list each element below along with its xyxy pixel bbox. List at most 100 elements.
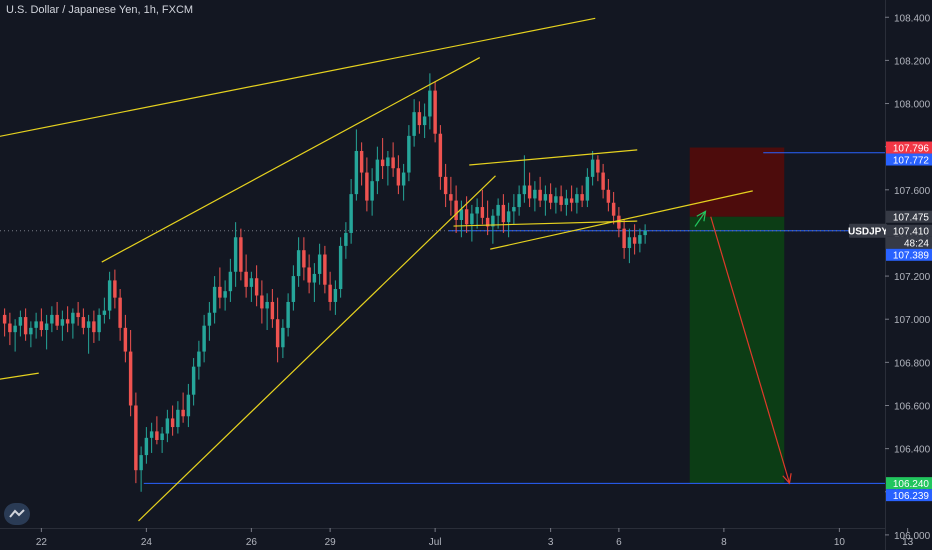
candle-down [55,301,59,330]
take-profit-zone [689,216,785,484]
candle-up [506,202,511,238]
candle-down [601,163,605,199]
candle-up [44,314,49,350]
candle-body [2,314,7,324]
candle-body [92,321,96,333]
candle-body [23,317,28,335]
candle-body [454,200,458,220]
candle-up [354,129,359,201]
candle-down [569,185,574,212]
candle-body [291,276,296,302]
candle-up [512,194,516,225]
candle-up [228,258,233,302]
candle-down [391,142,395,177]
candle-body [569,198,574,203]
candle-down [76,301,80,326]
candle-body [543,194,548,201]
candle-body [380,159,385,167]
candle-down [181,392,185,423]
time-tick-label: 8 [721,537,727,548]
candle-up [202,314,206,363]
candle-body [627,237,632,249]
candle-body [606,189,611,203]
plot-area [0,17,885,522]
candle-body [265,301,269,309]
candle-up [71,308,75,339]
price-tick-label: 107.000 [894,315,931,326]
candle-up [296,237,301,287]
candle-down [2,308,7,337]
candle-body [459,209,464,220]
candle-down [323,245,327,294]
candle-body [575,194,579,203]
candle-up [575,187,579,214]
candle-up [149,422,154,453]
candle-body [401,172,406,186]
candle-body [165,418,170,434]
candle-down [239,228,243,281]
candle-body [239,237,243,272]
price-axis-tag [886,224,932,237]
candle-body [233,237,238,272]
candle-body [207,312,212,326]
price-tick-label: 108.400 [894,13,931,24]
candle-body [170,418,175,428]
candle-down [260,280,264,324]
candle-body [139,455,143,471]
candle-body [144,437,149,456]
candle-down [485,200,490,236]
candle-down [480,189,485,225]
candle-body [438,133,443,177]
candle-down [254,265,259,307]
candle-down [23,308,28,341]
price-axis-tag [886,248,932,261]
candle-body [202,325,206,352]
candle-up [265,293,269,330]
candle-body [128,351,133,406]
trendline [138,175,496,522]
candle-body [638,235,642,244]
candle-body [71,312,75,324]
price-tick-label: 107.200 [894,272,931,283]
candle-down [118,289,122,341]
candle-body [559,196,563,205]
candle-body [333,289,338,302]
candle-body [155,431,159,440]
candle-body [491,215,495,227]
candle-body [34,321,38,328]
candle-up [428,73,432,130]
candle-body [302,250,306,268]
candle-up [223,280,227,311]
candle-up [459,200,464,238]
candle-body [13,325,17,333]
candle-body [312,273,317,283]
candle-up [370,168,374,216]
price-tick-label: 106.400 [894,445,931,456]
candle-body [160,433,164,440]
candle-body [359,150,364,173]
price-axis-tag-label: 107.772 [893,155,930,166]
symbol-price-tag-label: USDJPY [848,226,888,237]
price-tick-label: 107.600 [894,186,931,197]
price-tick-label: 106.600 [894,401,931,412]
candle-up [291,265,296,311]
candle-up [60,310,65,341]
time-tick-label: 24 [141,537,153,548]
candle-down [438,125,443,190]
candle-up [344,222,348,259]
candle-up [590,150,595,186]
candle-up [160,427,164,453]
candle-body [522,185,527,195]
candle-body [29,327,33,335]
candle-body [254,278,259,296]
candle-body [286,301,290,328]
candle-body [512,207,516,212]
candle-up [522,155,527,203]
candle-up [554,187,558,214]
candle-down [501,194,506,233]
candle-down [596,155,600,182]
candle-up [317,243,322,285]
candle-body [533,189,537,199]
